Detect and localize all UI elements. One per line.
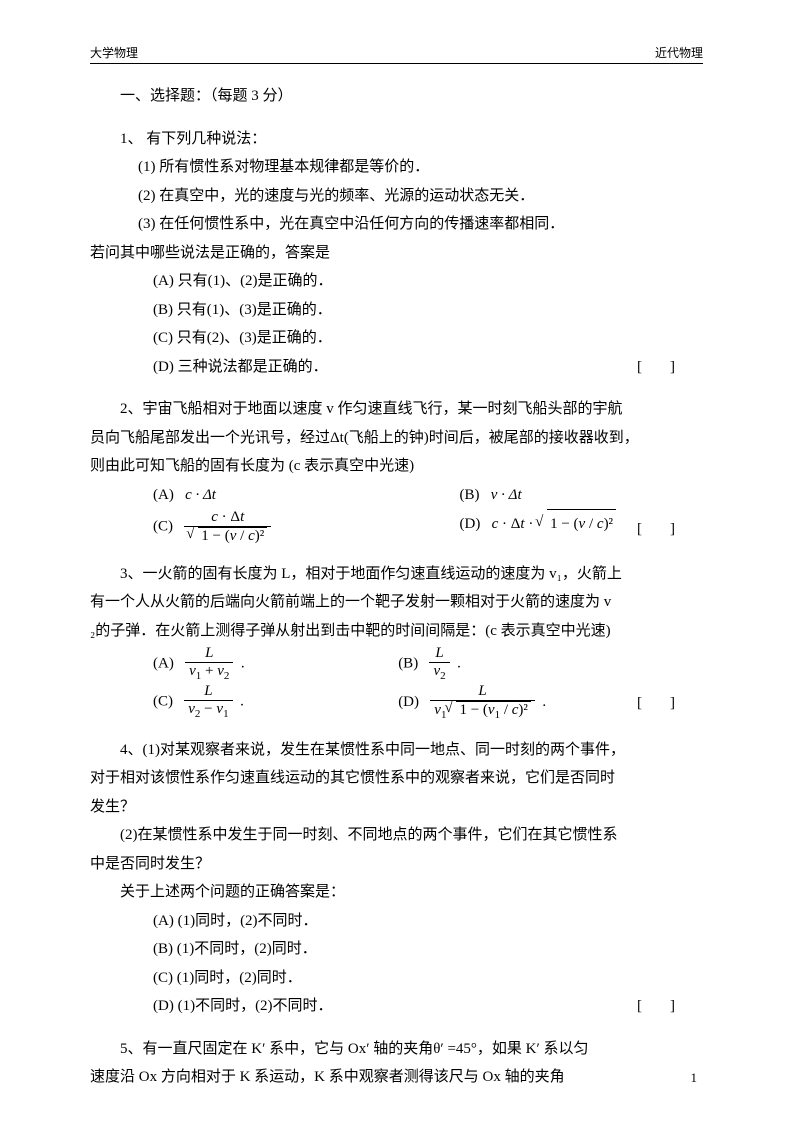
- q5-l1: 5、有一直尺固定在 K′ 系中，它与 Ox′ 轴的夹角θ′ =45°，如果 K′…: [90, 1035, 703, 1064]
- q2-optB: (B) v · Δt: [397, 481, 704, 510]
- q2-exprC: c · Δt 1 − (v / c)²: [184, 509, 271, 546]
- q4-optD-text: (D) (1)不同时，(2)不同时．: [153, 998, 333, 1014]
- q3-exprD: L v11 − (v1 / c)²: [430, 683, 535, 722]
- q1-optD: (D) 三种说法都是正确的． []: [90, 353, 703, 382]
- q3-exprA: L v1 + v2: [185, 645, 233, 683]
- q4-l4: (2)在某惯性系中发生于同一时刻、不同地点的两个事件，它们在其它惯性系: [90, 821, 703, 850]
- q3-optB: (B) L v2 .: [335, 645, 580, 683]
- q3-labA: (A): [153, 655, 174, 671]
- q2-labA: (A): [153, 487, 174, 503]
- q2-l2: 员向飞船尾部发出一个光讯号，经过Δt(飞船上的钟)时间后，被尾部的接收器收到，: [90, 424, 703, 453]
- q2-optA: (A) c · Δt: [90, 481, 397, 510]
- q2-exprA: c · Δt: [185, 487, 216, 503]
- q2-optC: (C) c · Δt 1 − (v / c)²: [90, 509, 397, 546]
- q4-l3: 发生？: [90, 793, 703, 822]
- q2-l3: 则由此可知飞船的固有长度为 (c 表示真空中光速): [90, 452, 703, 481]
- q4-optA: (A) (1)同时，(2)不同时．: [90, 907, 703, 936]
- q2-l1: 2、宇宙飞船相对于地面以速度 v 作匀速直线飞行，某一时刻飞船头部的宇航: [90, 395, 703, 424]
- q1-stem: 1、 有下列几种说法：: [90, 125, 703, 154]
- q1-ask: 若问其中哪些说法是正确的，答案是: [90, 239, 703, 268]
- q2-labD: (D): [460, 516, 481, 532]
- q2-labB: (B): [460, 487, 480, 503]
- q4-l2: 对于相对该惯性系作匀速直线运动的其它惯性系中的观察者来说，它们是否同时: [90, 764, 703, 793]
- q1-optC: (C) 只有(2)、(3)是正确的．: [90, 324, 703, 353]
- q3-optC: (C) L v2 − v1 .: [90, 683, 335, 722]
- q2-exprB: v · Δt: [491, 487, 522, 503]
- q3-labB: (B): [398, 655, 418, 671]
- q1-sub1: (1) 所有惯性系对物理基本规律都是等价的．: [90, 153, 703, 182]
- page-number: 1: [691, 1070, 698, 1086]
- q3-l1: 3、一火箭的固有长度为 L，相对于地面作匀速直线运动的速度为 v₁，火箭上: [90, 560, 703, 589]
- q5-l2: 速度沿 Ox 方向相对于 K 系运动，K 系中观察者测得该尺与 Ox 轴的夹角: [90, 1063, 703, 1092]
- q3-exprC: L v2 − v1: [184, 683, 232, 721]
- q4-optD: (D) (1)不同时，(2)不同时． []: [90, 992, 703, 1021]
- q4-optC: (C) (1)同时，(2)同时．: [90, 964, 703, 993]
- answer-bracket: []: [637, 515, 703, 544]
- q1-sub3: (3) 在任何惯性系中，光在真空中沿任何方向的传播速率都相同．: [90, 210, 703, 239]
- q1-optB: (B) 只有(1)、(3)是正确的．: [90, 296, 703, 325]
- answer-bracket: []: [637, 689, 703, 718]
- q4-optB: (B) (1)不同时，(2)同时．: [90, 935, 703, 964]
- q4-l5: 中是否同时发生？: [90, 850, 703, 879]
- q3-optA: (A) L v1 + v2 .: [90, 645, 335, 683]
- q3-optD: (D) L v11 − (v1 / c)² .: [335, 683, 580, 722]
- q1-sub2: (2) 在真空中，光的速度与光的频率、光源的运动状态无关．: [90, 182, 703, 211]
- answer-bracket: []: [637, 353, 703, 382]
- q1-optA: (A) 只有(1)、(2)是正确的．: [90, 267, 703, 296]
- q3-exprB: L v2: [429, 645, 449, 683]
- q2-labC: (C): [153, 519, 173, 535]
- q3-l2: 有一个人从火箭的后端向火箭前端上的一个靶子发射一颗相对于火箭的速度为 v: [90, 588, 703, 617]
- header-left: 大学物理: [90, 44, 138, 61]
- answer-bracket: []: [637, 992, 703, 1021]
- page-body: 一、选择题：（每题 3 分） 1、 有下列几种说法： (1) 所有惯性系对物理基…: [0, 0, 793, 1142]
- section-title: 一、选择题：（每题 3 分）: [90, 82, 703, 111]
- q4-l1: 4、(1)对某观察者来说，发生在某惯性系中同一地点、同一时刻的两个事件，: [90, 736, 703, 765]
- q3-labC: (C): [153, 693, 173, 709]
- q3-labD: (D): [398, 694, 419, 710]
- q4-ask: 关于上述两个问题的正确答案是：: [90, 878, 703, 907]
- header-right: 近代物理: [655, 44, 703, 61]
- q3-l3: ₂的子弹．在火箭上测得子弹从射出到击中靶的时间间隔是：(c 表示真空中光速): [90, 617, 703, 646]
- q1-optD-text: (D) 三种说法都是正确的．: [153, 359, 328, 375]
